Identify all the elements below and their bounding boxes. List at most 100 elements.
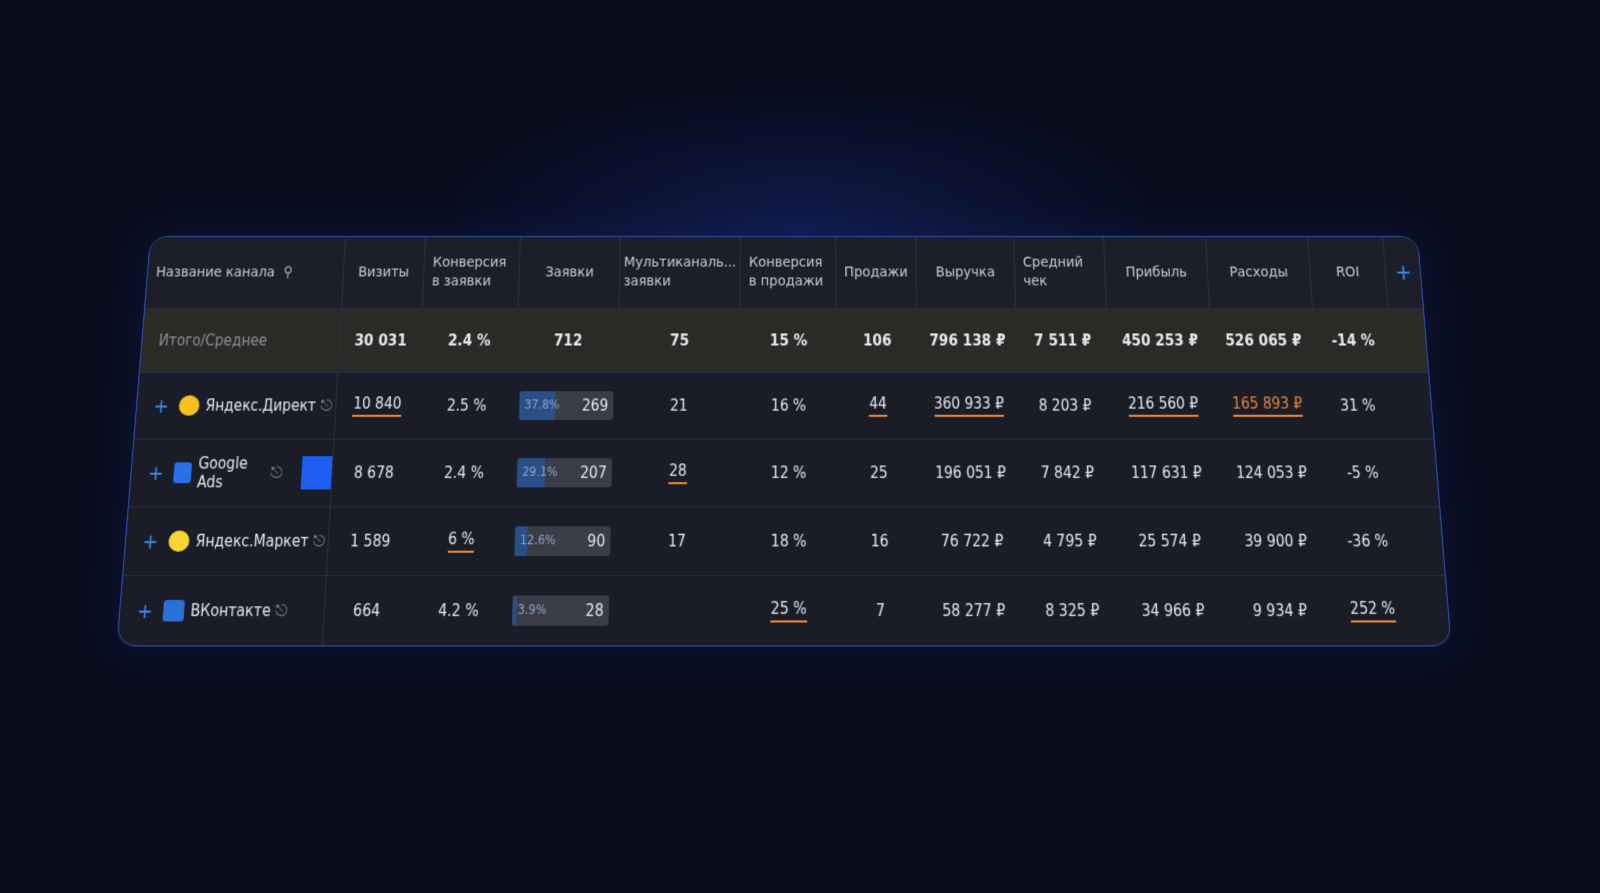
total-value: -14 %: [1330, 331, 1376, 350]
expand-button[interactable]: +: [141, 528, 160, 554]
cell: 25: [837, 440, 920, 507]
add-column[interactable]: +: [1383, 236, 1425, 309]
value: 216 560 ₽: [1127, 394, 1199, 417]
table-wrap: Название канала ⚲ Визиты Конверсия в заявк…: [116, 236, 1452, 647]
header-label: Конверсия в заявки: [431, 254, 507, 290]
leads-count: 207: [579, 463, 607, 483]
header-cell[interactable]: Продажи: [836, 236, 918, 309]
value: 9 934 ₽: [1252, 600, 1308, 621]
channel-cell: + Яндекс.Директ ⎋: [134, 372, 339, 439]
cell: 12.6% 90: [509, 507, 615, 575]
totals-label: Итого/Среднее: [139, 309, 342, 372]
value: 4 795 ₽: [1042, 531, 1098, 551]
cell: [1404, 507, 1447, 575]
expand-button[interactable]: +: [152, 393, 170, 418]
channel-icon: [167, 530, 191, 552]
cell: 9 934 ₽: [1225, 576, 1336, 645]
header-cell[interactable]: ROI: [1308, 236, 1389, 309]
leads-count: 269: [581, 396, 609, 415]
header-label: Конверсия в продажи: [748, 254, 824, 290]
value: 2.5 %: [446, 396, 487, 415]
channel-table: Название канала ⚲ Визиты Конверсия в заявк…: [116, 236, 1452, 647]
cell: 7 842 ₽: [1020, 440, 1115, 507]
total-value: 2.4 %: [447, 331, 491, 350]
cell: 75: [618, 309, 740, 372]
header-cell[interactable]: Средний чек: [1014, 236, 1107, 309]
value: 6 %: [447, 529, 476, 553]
expand-button[interactable]: +: [147, 460, 165, 486]
total-value: 30 031: [353, 331, 408, 350]
leads-share: 3.9%: [517, 602, 547, 618]
channel-name: Яндекс.Маркет: [195, 531, 310, 551]
value: 8 325 ₽: [1045, 600, 1100, 621]
leads-share: 37.8%: [524, 397, 560, 412]
cell: -5 %: [1322, 440, 1404, 507]
channel-name: ВКонтакте: [189, 600, 272, 621]
header-cell[interactable]: Выручка: [916, 236, 1017, 309]
cell: 29.1% 207: [512, 440, 617, 507]
leads-bar: 3.9% 28: [511, 595, 610, 626]
value: 34 966 ₽: [1141, 600, 1206, 621]
value: 7 842 ₽: [1040, 463, 1095, 483]
totals-text: Итого/Среднее: [157, 331, 268, 350]
value: 165 893 ₽: [1231, 394, 1304, 417]
cell: 30 031: [338, 309, 422, 372]
cell: 15 %: [740, 309, 837, 372]
cell: [1409, 576, 1451, 645]
cell: 4.2 %: [407, 576, 509, 645]
channel-row: + Google Ads ⎋ 8 678 2.4 % 29.1% 207 28 12 % 25 1…: [128, 439, 1440, 508]
cell: 2.5 %: [417, 373, 517, 439]
header-cell[interactable]: Заявки: [518, 236, 621, 309]
channel-icon: [178, 395, 201, 416]
value: -36 %: [1346, 531, 1389, 551]
value: 28: [668, 461, 687, 485]
cell: 4 795 ₽: [1022, 507, 1118, 575]
cell: 216 560 ₽: [1110, 373, 1217, 439]
header-cell[interactable]: Конверсия в заявки: [422, 236, 521, 309]
cell: 2.4 %: [420, 309, 519, 372]
color-swatch[interactable]: [300, 456, 333, 490]
cell: 712: [516, 309, 619, 372]
header-cell[interactable]: Прибыль: [1104, 236, 1210, 309]
total-value: 75: [669, 331, 690, 350]
channel-row: + ВКонтакте ⎋ 664 4.2 % 3.9% 28 25 % 7 58 277 ₽ 8…: [117, 576, 1451, 646]
value: 124 053 ₽: [1235, 463, 1308, 483]
channel-name: Яндекс.Директ: [204, 396, 317, 415]
header-cell[interactable]: Расходы: [1206, 236, 1313, 309]
value: 117 631 ₽: [1130, 463, 1203, 483]
plug-icon: ⎋: [265, 463, 284, 483]
value: 12 %: [770, 463, 807, 483]
cell: 76 722 ₽: [921, 507, 1024, 575]
header-cell[interactable]: Визиты: [341, 236, 426, 309]
value: 17: [667, 531, 686, 551]
total-value: 450 253 ₽: [1121, 331, 1199, 350]
value: -5 %: [1346, 463, 1380, 483]
value: 360 933 ₽: [933, 394, 1005, 417]
cell: 2.4 %: [413, 440, 514, 507]
cell: 796 138 ₽: [917, 309, 1018, 372]
cell: 44: [837, 373, 920, 439]
header-label: Прибыль: [1125, 264, 1188, 280]
channel-cell: + Google Ads ⎋: [128, 439, 335, 507]
cell: 16: [838, 507, 922, 575]
cell: 58 277 ₽: [922, 576, 1026, 645]
cell: 21: [617, 373, 741, 439]
header-cell[interactable]: Мультиканаль... заявки: [619, 236, 741, 309]
header-cell[interactable]: Конверсия в продажи: [740, 236, 837, 309]
cell: 360 933 ₽: [918, 373, 1020, 439]
leads-bar: 29.1% 207: [516, 458, 613, 488]
header-label: Заявки: [545, 264, 594, 280]
cell: 34 966 ₽: [1118, 576, 1228, 645]
expand-button[interactable]: +: [136, 597, 154, 624]
cell: 106: [836, 309, 918, 372]
search-icon[interactable]: ⚲: [274, 264, 294, 280]
header-row: Название канала ⚲ Визиты Конверсия в заявк…: [144, 236, 1425, 310]
header-label: Название канала: [155, 264, 276, 280]
cell: 37.8% 269: [514, 373, 618, 439]
cell: -36 %: [1326, 507, 1409, 575]
total-value: 7 511 ₽: [1033, 331, 1092, 350]
value: 25 %: [770, 598, 807, 623]
leads-fill: [511, 595, 517, 626]
cell: 31 %: [1317, 373, 1398, 439]
